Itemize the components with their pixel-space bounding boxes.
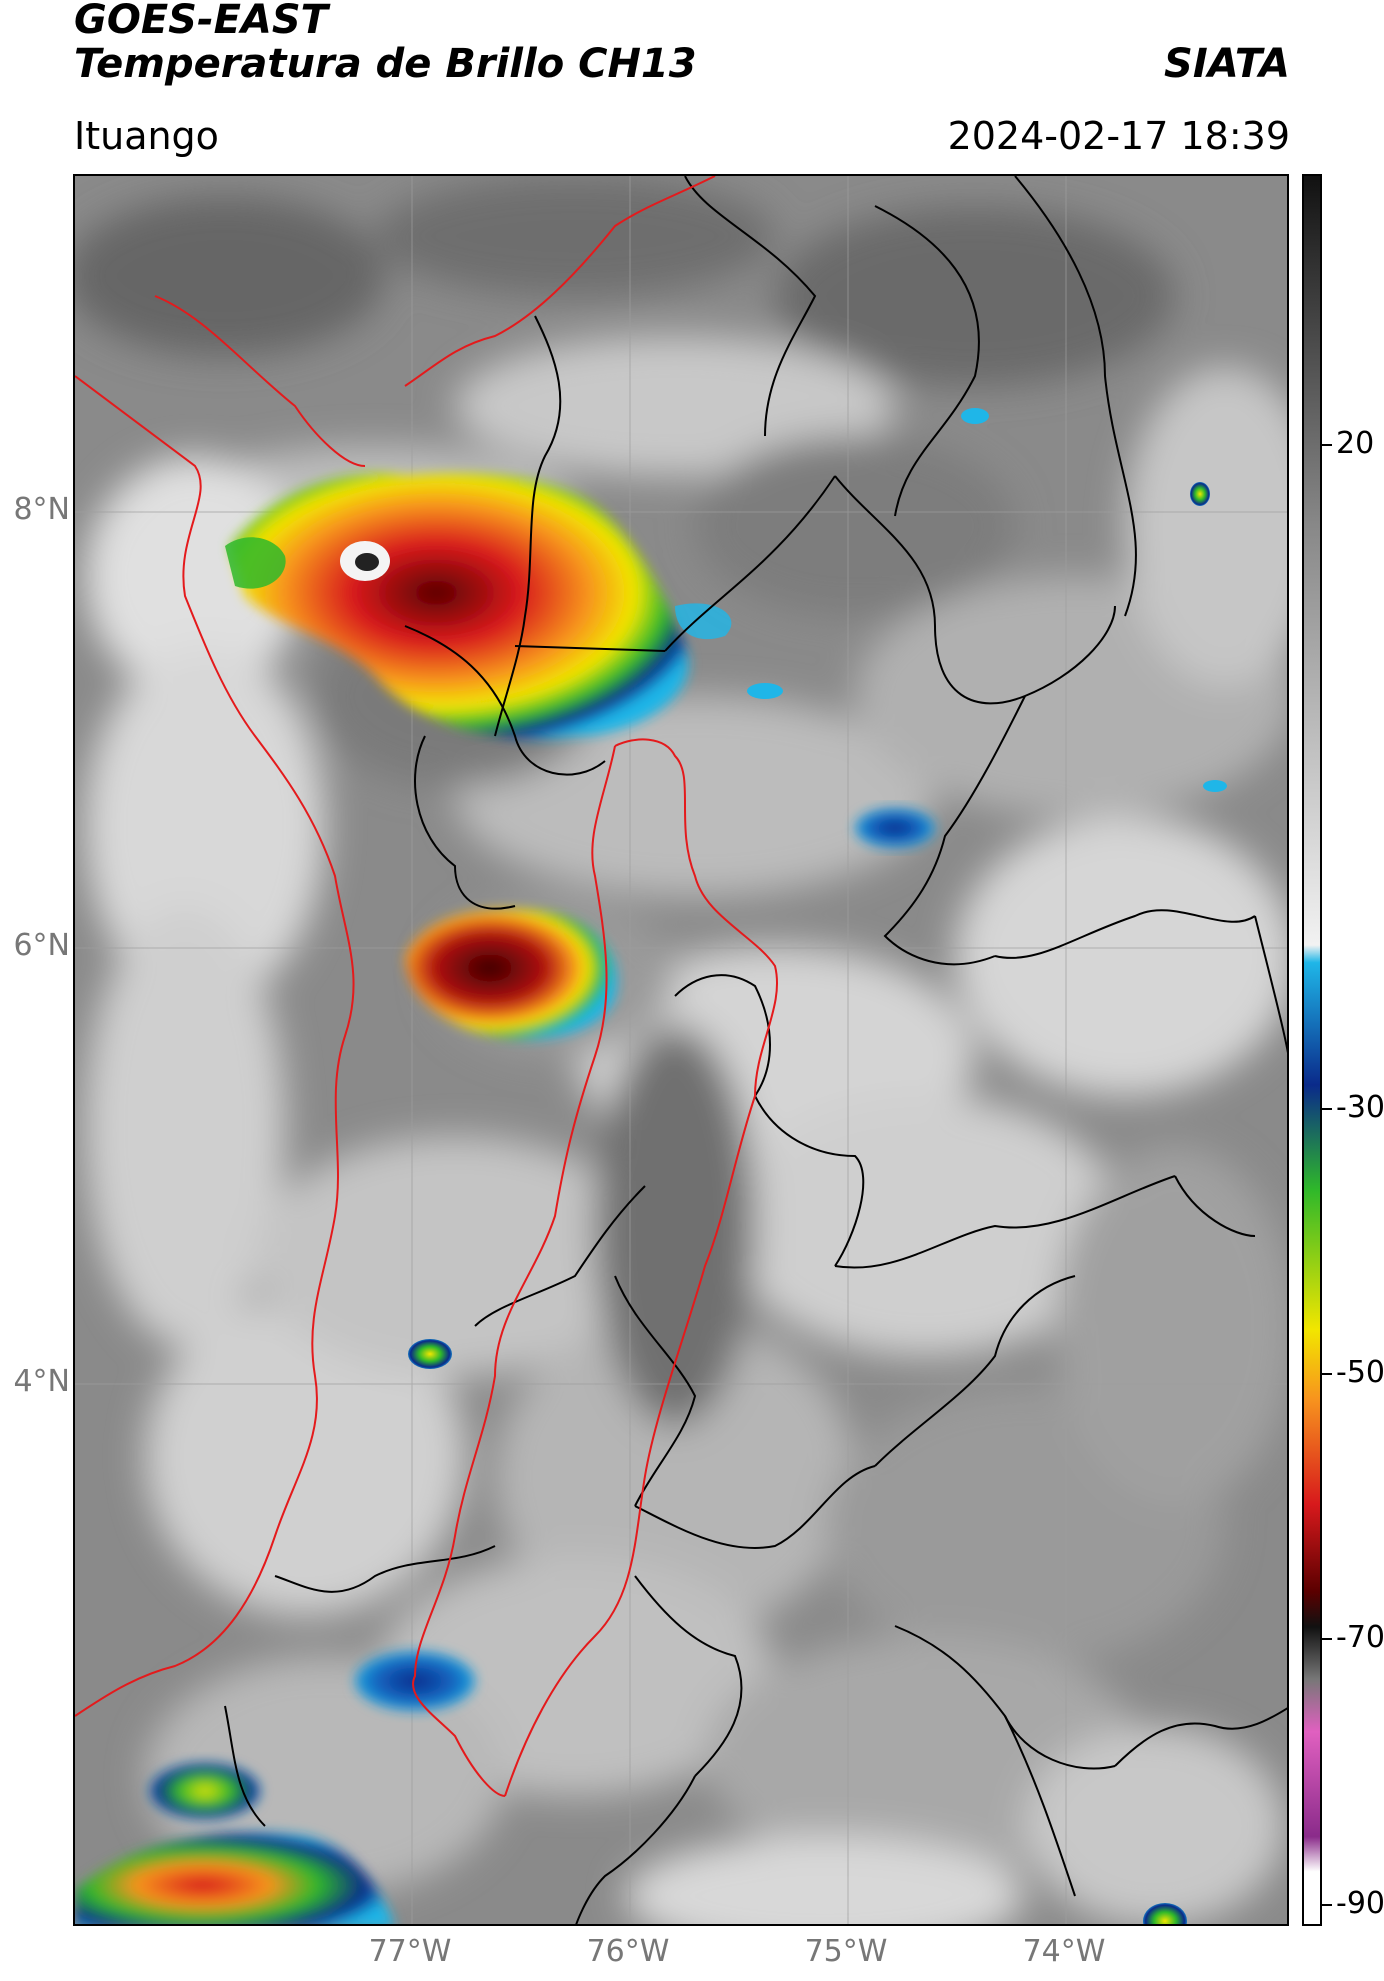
graticule xyxy=(75,176,1287,1924)
colorbar-label-minus30: -30 xyxy=(1336,1090,1384,1125)
title-product: Temperatura de Brillo CH13 xyxy=(74,41,697,87)
colorbar xyxy=(1302,174,1322,1926)
lon-label-76w: 76°W xyxy=(586,1934,670,1969)
colorbar-tick xyxy=(1322,1373,1332,1375)
lat-label-4n: 4°N xyxy=(13,1364,70,1399)
title-satellite: GOES-EAST xyxy=(74,0,328,43)
ituango-zone-border xyxy=(75,176,778,1797)
brand-label: SIATA xyxy=(1164,41,1290,87)
lon-label-74w: 74°W xyxy=(1022,1934,1106,1969)
storm-mid xyxy=(405,909,617,1040)
lat-label-6n: 6°N xyxy=(13,928,70,963)
storm-north xyxy=(225,473,732,739)
timestamp-label: 2024-02-17 18:39 xyxy=(947,114,1290,158)
map-canvas xyxy=(75,176,1287,1924)
department-borders xyxy=(224,176,1287,1924)
colorbar-tick xyxy=(1322,1904,1332,1906)
region-label: Ituango xyxy=(74,114,219,158)
colorbar-label-20: 20 xyxy=(1336,426,1375,461)
lat-label-8n: 8°N xyxy=(13,492,70,527)
satellite-map xyxy=(73,174,1289,1926)
colorbar-tick xyxy=(1322,1638,1332,1640)
colorbar-label-minus90: -90 xyxy=(1336,1886,1384,1921)
lon-label-75w: 75°W xyxy=(804,1934,888,1969)
convective-cells xyxy=(75,408,1227,1924)
colorbar-tick xyxy=(1322,1108,1332,1110)
colorbar-tick xyxy=(1322,444,1332,446)
colorbar-label-minus50: -50 xyxy=(1336,1355,1384,1390)
lon-label-77w: 77°W xyxy=(368,1934,452,1969)
colorbar-label-minus70: -70 xyxy=(1336,1620,1384,1655)
